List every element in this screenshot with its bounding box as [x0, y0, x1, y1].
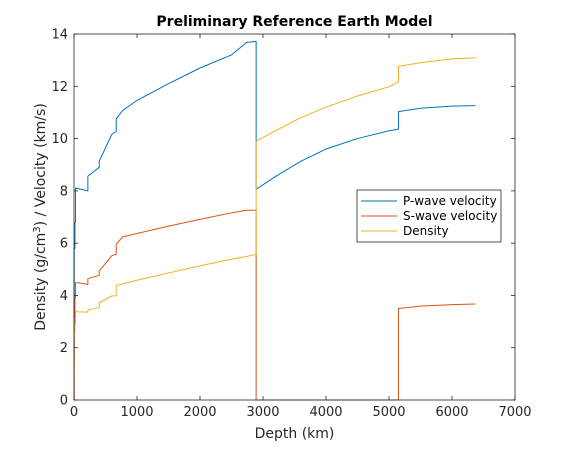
y-tick-label: 4 [60, 289, 68, 304]
y-tick-label: 6 [60, 237, 68, 252]
y-axis-label-part-2: ) / Velocity (km/s) [33, 103, 49, 226]
plot-frame [73, 33, 516, 401]
y-tick-label: 14 [51, 28, 68, 43]
x-tick-label: 3000 [246, 405, 279, 420]
series-line-density [73, 57, 476, 374]
y-axis-label: Density (g/cm3) / Velocity (km/s) [32, 103, 50, 331]
legend-entry-s-wave: S-wave velocity [403, 209, 497, 223]
y-tick-label: 8 [60, 184, 68, 199]
legend-entry-density: Density [403, 224, 449, 238]
series-line-p-wave [73, 40, 476, 363]
x-tick-label: 6000 [435, 405, 468, 420]
x-tick-label: 7000 [498, 405, 531, 420]
x-tick-label: 2000 [183, 405, 216, 420]
y-tick-label: 2 [60, 341, 68, 356]
x-tick-label: 5000 [372, 405, 405, 420]
y-tick-label: 0 [60, 394, 68, 409]
y-axis-label-part-1: Density (g/cm [33, 233, 49, 331]
legend-entry-p-wave: P-wave velocity [403, 194, 497, 208]
chart-title: Preliminary Reference Earth Model [156, 14, 432, 30]
x-axis-label: Depth (km) [255, 426, 335, 442]
y-tick-label: 10 [51, 132, 68, 147]
x-tick-label: 0 [70, 405, 78, 420]
x-tick-label: 1000 [120, 405, 153, 420]
x-axis-ticks: 0 1000 2000 3000 4000 5000 6000 7000 [70, 34, 532, 420]
legend: P-wave velocity S-wave velocity Density [356, 189, 502, 243]
y-axis-label-superscript: 3 [32, 226, 43, 232]
x-tick-label: 4000 [309, 405, 342, 420]
y-tick-label: 12 [51, 80, 68, 95]
y-axis-ticks: 0 2 4 6 8 10 12 14 [51, 28, 515, 409]
